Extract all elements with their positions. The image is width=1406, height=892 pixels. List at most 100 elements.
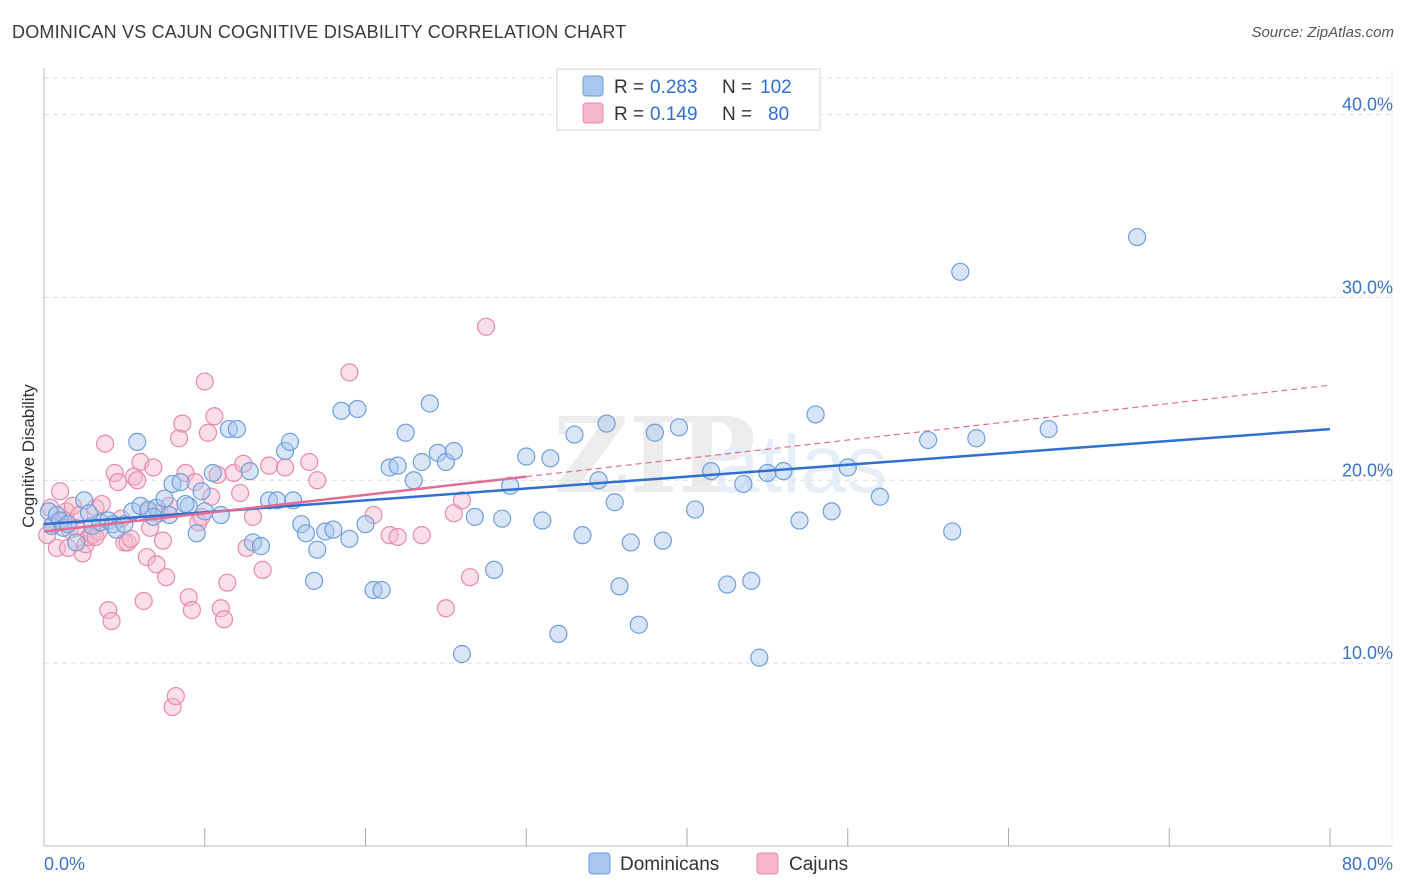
x-tick-label-max: 80.0% bbox=[1342, 854, 1393, 874]
y-tick-label: 20.0% bbox=[1342, 460, 1393, 480]
legend-n-label-cajuns: N = bbox=[722, 104, 752, 125]
point-dominicans bbox=[951, 262, 970, 281]
point-dominicans bbox=[176, 494, 195, 514]
point-dominicans bbox=[67, 533, 86, 552]
legend-r-label-dominicans: R = bbox=[614, 77, 644, 98]
point-dominicans bbox=[702, 462, 721, 481]
point-dominicans bbox=[919, 430, 938, 450]
y-axis-label: Cognitive Disability bbox=[19, 384, 38, 528]
point-dominicans bbox=[452, 644, 472, 664]
point-dominicans bbox=[79, 504, 99, 523]
point-cajuns bbox=[50, 482, 70, 501]
point-dominicans bbox=[493, 509, 512, 528]
point-dominicans bbox=[838, 458, 857, 477]
point-dominicans bbox=[517, 447, 536, 466]
legend-swatch-dominicans bbox=[582, 75, 604, 97]
point-cajuns bbox=[147, 555, 166, 574]
point-cajuns bbox=[452, 491, 472, 510]
point-dominicans bbox=[203, 463, 222, 483]
point-dominicans bbox=[718, 575, 737, 594]
trend-lines bbox=[43, 384, 1331, 533]
point-cajuns bbox=[137, 547, 156, 567]
legend-bottom: Dominicans Cajuns bbox=[588, 852, 848, 875]
point-cajuns bbox=[134, 591, 153, 611]
trend-line-cajuns-extension bbox=[526, 384, 1331, 478]
point-dominicans bbox=[372, 580, 391, 600]
legend-top: R = 0.283 N = 102 R = 0.149 N = 80 bbox=[556, 68, 821, 131]
legend-r-value-dominicans: 0.283 bbox=[650, 77, 698, 98]
axes bbox=[43, 68, 1393, 847]
series-cajuns bbox=[38, 317, 496, 717]
point-dominicans bbox=[324, 520, 343, 539]
point-cajuns bbox=[214, 610, 234, 629]
point-dominicans bbox=[589, 471, 608, 490]
point-dominicans bbox=[565, 425, 584, 444]
watermark-zip: ZIP bbox=[553, 394, 756, 517]
point-cajuns bbox=[253, 560, 272, 579]
legend-bottom-label-cajuns: Cajuns bbox=[789, 854, 848, 875]
y-tick-label: 40.0% bbox=[1342, 95, 1393, 115]
point-cajuns bbox=[92, 494, 111, 514]
point-cajuns bbox=[95, 434, 115, 453]
point-dominicans bbox=[485, 560, 504, 579]
legend-bottom-label-dominicans: Dominicans bbox=[620, 854, 719, 875]
point-cajuns bbox=[205, 407, 224, 426]
legend-n-value-dominicans: 102 bbox=[760, 77, 792, 98]
point-cajuns bbox=[169, 429, 189, 448]
point-cajuns bbox=[99, 601, 118, 620]
point-dominicans bbox=[348, 399, 367, 419]
point-dominicans bbox=[750, 648, 769, 667]
point-cajuns bbox=[102, 611, 121, 631]
point-dominicans bbox=[308, 540, 327, 559]
point-dominicans bbox=[356, 515, 375, 534]
point-dominicans bbox=[412, 452, 431, 472]
gridlines bbox=[44, 77, 1392, 664]
chart-title: DOMINICAN VS CAJUN COGNITIVE DISABILITY … bbox=[12, 22, 627, 42]
point-cajuns bbox=[388, 527, 407, 547]
point-dominicans bbox=[340, 529, 359, 548]
point-dominicans bbox=[465, 507, 484, 526]
point-cajuns bbox=[108, 473, 128, 492]
point-dominicans bbox=[541, 449, 560, 468]
point-dominicans bbox=[870, 487, 890, 506]
point-cajuns bbox=[86, 527, 105, 547]
point-dominicans bbox=[629, 615, 648, 634]
point-cajuns bbox=[176, 463, 195, 483]
point-cajuns bbox=[243, 507, 263, 526]
point-cajuns bbox=[276, 458, 295, 477]
point-dominicans bbox=[967, 429, 986, 448]
point-dominicans bbox=[388, 456, 407, 475]
point-dominicans bbox=[621, 533, 640, 552]
point-dominicans bbox=[280, 432, 300, 451]
point-dominicans bbox=[396, 423, 415, 442]
point-dominicans bbox=[605, 493, 624, 512]
point-dominicans bbox=[276, 441, 295, 461]
legend-r-label-cajuns: R = bbox=[614, 104, 644, 125]
legend-bottom-swatch-cajuns bbox=[756, 852, 779, 875]
point-cajuns bbox=[182, 601, 201, 620]
x-tick-label-min: 0.0% bbox=[44, 854, 85, 874]
legend-swatch-cajuns bbox=[582, 102, 604, 124]
point-cajuns bbox=[186, 473, 205, 492]
point-dominicans bbox=[1127, 227, 1147, 247]
point-dominicans bbox=[685, 500, 705, 519]
point-dominicans bbox=[251, 537, 271, 556]
point-cajuns bbox=[460, 568, 480, 587]
point-cajuns bbox=[340, 363, 359, 382]
point-dominicans bbox=[332, 401, 351, 420]
point-cajuns bbox=[234, 454, 253, 473]
point-dominicans bbox=[645, 423, 664, 442]
legend-n-value-cajuns: 80 bbox=[768, 104, 789, 125]
point-cajuns bbox=[308, 471, 327, 490]
point-dominicans bbox=[292, 515, 311, 534]
point-cajuns bbox=[63, 496, 83, 515]
point-dominicans bbox=[653, 531, 672, 550]
point-dominicans bbox=[1039, 419, 1058, 439]
point-dominicans bbox=[610, 577, 629, 596]
legend-r-value-cajuns: 0.149 bbox=[650, 104, 698, 125]
legend-n-label-dominicans: N = bbox=[722, 77, 752, 98]
point-cajuns bbox=[157, 568, 176, 587]
point-cajuns bbox=[412, 526, 431, 545]
y-tick-label: 30.0% bbox=[1342, 277, 1393, 297]
